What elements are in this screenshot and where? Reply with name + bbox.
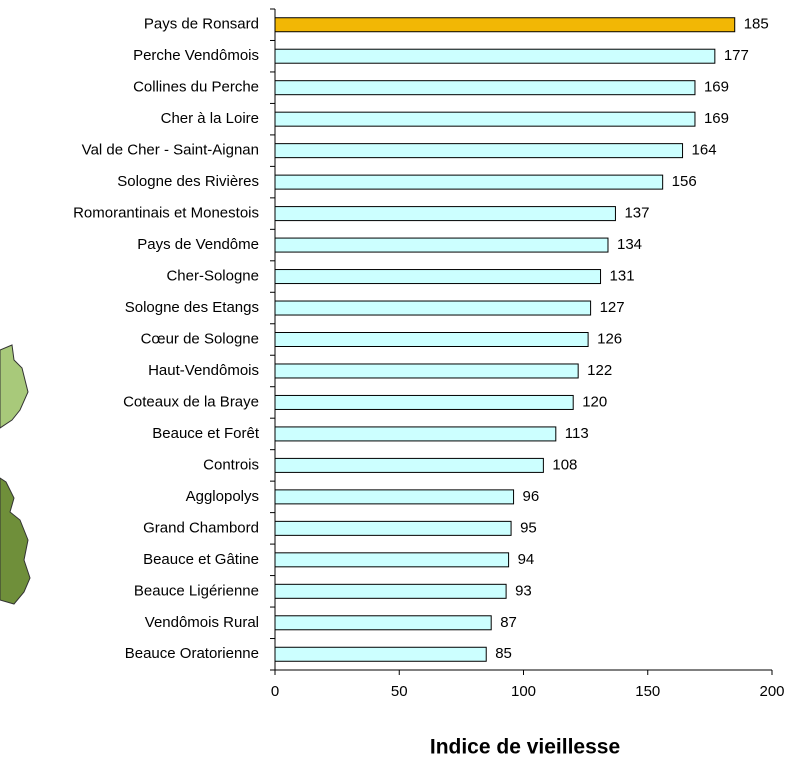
value-label: 85 <box>495 645 512 662</box>
value-label: 156 <box>672 173 697 190</box>
y-tick-label: Collines du Perche <box>133 79 259 96</box>
value-label: 122 <box>587 362 612 379</box>
x-tick-label: 200 <box>759 683 784 700</box>
y-tick-label: Pays de Vendôme <box>137 236 259 253</box>
value-label: 177 <box>724 47 749 64</box>
value-label: 94 <box>518 551 535 568</box>
y-tick-label: Beauce et Forêt <box>152 425 260 442</box>
bar <box>274 269 602 285</box>
y-tick-label: Controis <box>203 456 259 473</box>
bar <box>274 394 574 410</box>
x-tick-label: 150 <box>635 683 660 700</box>
x-tick-label: 50 <box>391 683 408 700</box>
y-tick-label: Coteaux de la Braye <box>123 393 259 410</box>
value-label: 126 <box>597 330 622 347</box>
bar <box>274 520 512 536</box>
value-label: 96 <box>523 488 540 505</box>
bar <box>274 300 592 316</box>
bar <box>274 426 557 442</box>
bar <box>274 206 616 222</box>
bar <box>274 552 510 568</box>
bar <box>274 489 515 505</box>
value-label: 131 <box>610 268 635 285</box>
y-tick-label: Grand Chambord <box>143 519 259 536</box>
y-tick-label: Agglopolys <box>186 488 259 505</box>
value-label: 93 <box>515 582 532 599</box>
x-tick-label: 100 <box>511 683 536 700</box>
y-tick-label: Vendômois Rural <box>145 614 259 631</box>
x-tick-label: 0 <box>271 683 279 700</box>
bar <box>274 174 664 190</box>
value-label: 169 <box>704 110 729 127</box>
y-tick-label: Val de Cher - Saint-Aignan <box>82 142 259 159</box>
bar <box>274 363 579 379</box>
bar <box>274 80 696 96</box>
bar <box>274 143 684 159</box>
value-label: 137 <box>624 205 649 222</box>
bar <box>274 111 696 127</box>
map-fragment <box>0 344 31 605</box>
value-label: 95 <box>520 519 537 536</box>
y-tick-label: Beauce et Gâtine <box>143 551 259 568</box>
bar <box>274 17 736 33</box>
value-label: 127 <box>600 299 625 316</box>
bar <box>274 48 716 64</box>
value-label: 120 <box>582 393 607 410</box>
y-tick-label: Cœur de Sologne <box>141 330 259 347</box>
y-tick-label: Sologne des Etangs <box>125 299 259 316</box>
y-tick-label: Beauce Oratorienne <box>125 645 259 662</box>
y-tick-label: Perche Vendômois <box>133 47 259 64</box>
x-axis-title: Indice de vieillesse <box>430 736 620 759</box>
bar <box>274 646 487 662</box>
bar <box>274 615 492 631</box>
y-tick-label: Sologne des Rivières <box>117 173 259 190</box>
y-tick-label: Cher à la Loire <box>161 110 259 127</box>
value-label: 169 <box>704 79 729 96</box>
value-label: 113 <box>565 425 589 442</box>
bar <box>274 457 544 473</box>
y-tick-label: Haut-Vendômois <box>148 362 259 379</box>
y-tick-label: Beauce Ligérienne <box>134 582 259 599</box>
y-tick-label: Pays de Ronsard <box>144 16 259 33</box>
y-tick-label: Romorantinais et Monestois <box>73 205 259 222</box>
value-label: 134 <box>617 236 642 253</box>
value-label: 185 <box>744 16 769 33</box>
bar <box>274 583 507 599</box>
value-label: 87 <box>500 614 517 631</box>
value-label: 164 <box>692 142 717 159</box>
y-tick-label: Cher-Sologne <box>166 268 259 285</box>
bar <box>274 237 609 253</box>
bar <box>274 332 589 347</box>
value-label: 108 <box>552 456 577 473</box>
